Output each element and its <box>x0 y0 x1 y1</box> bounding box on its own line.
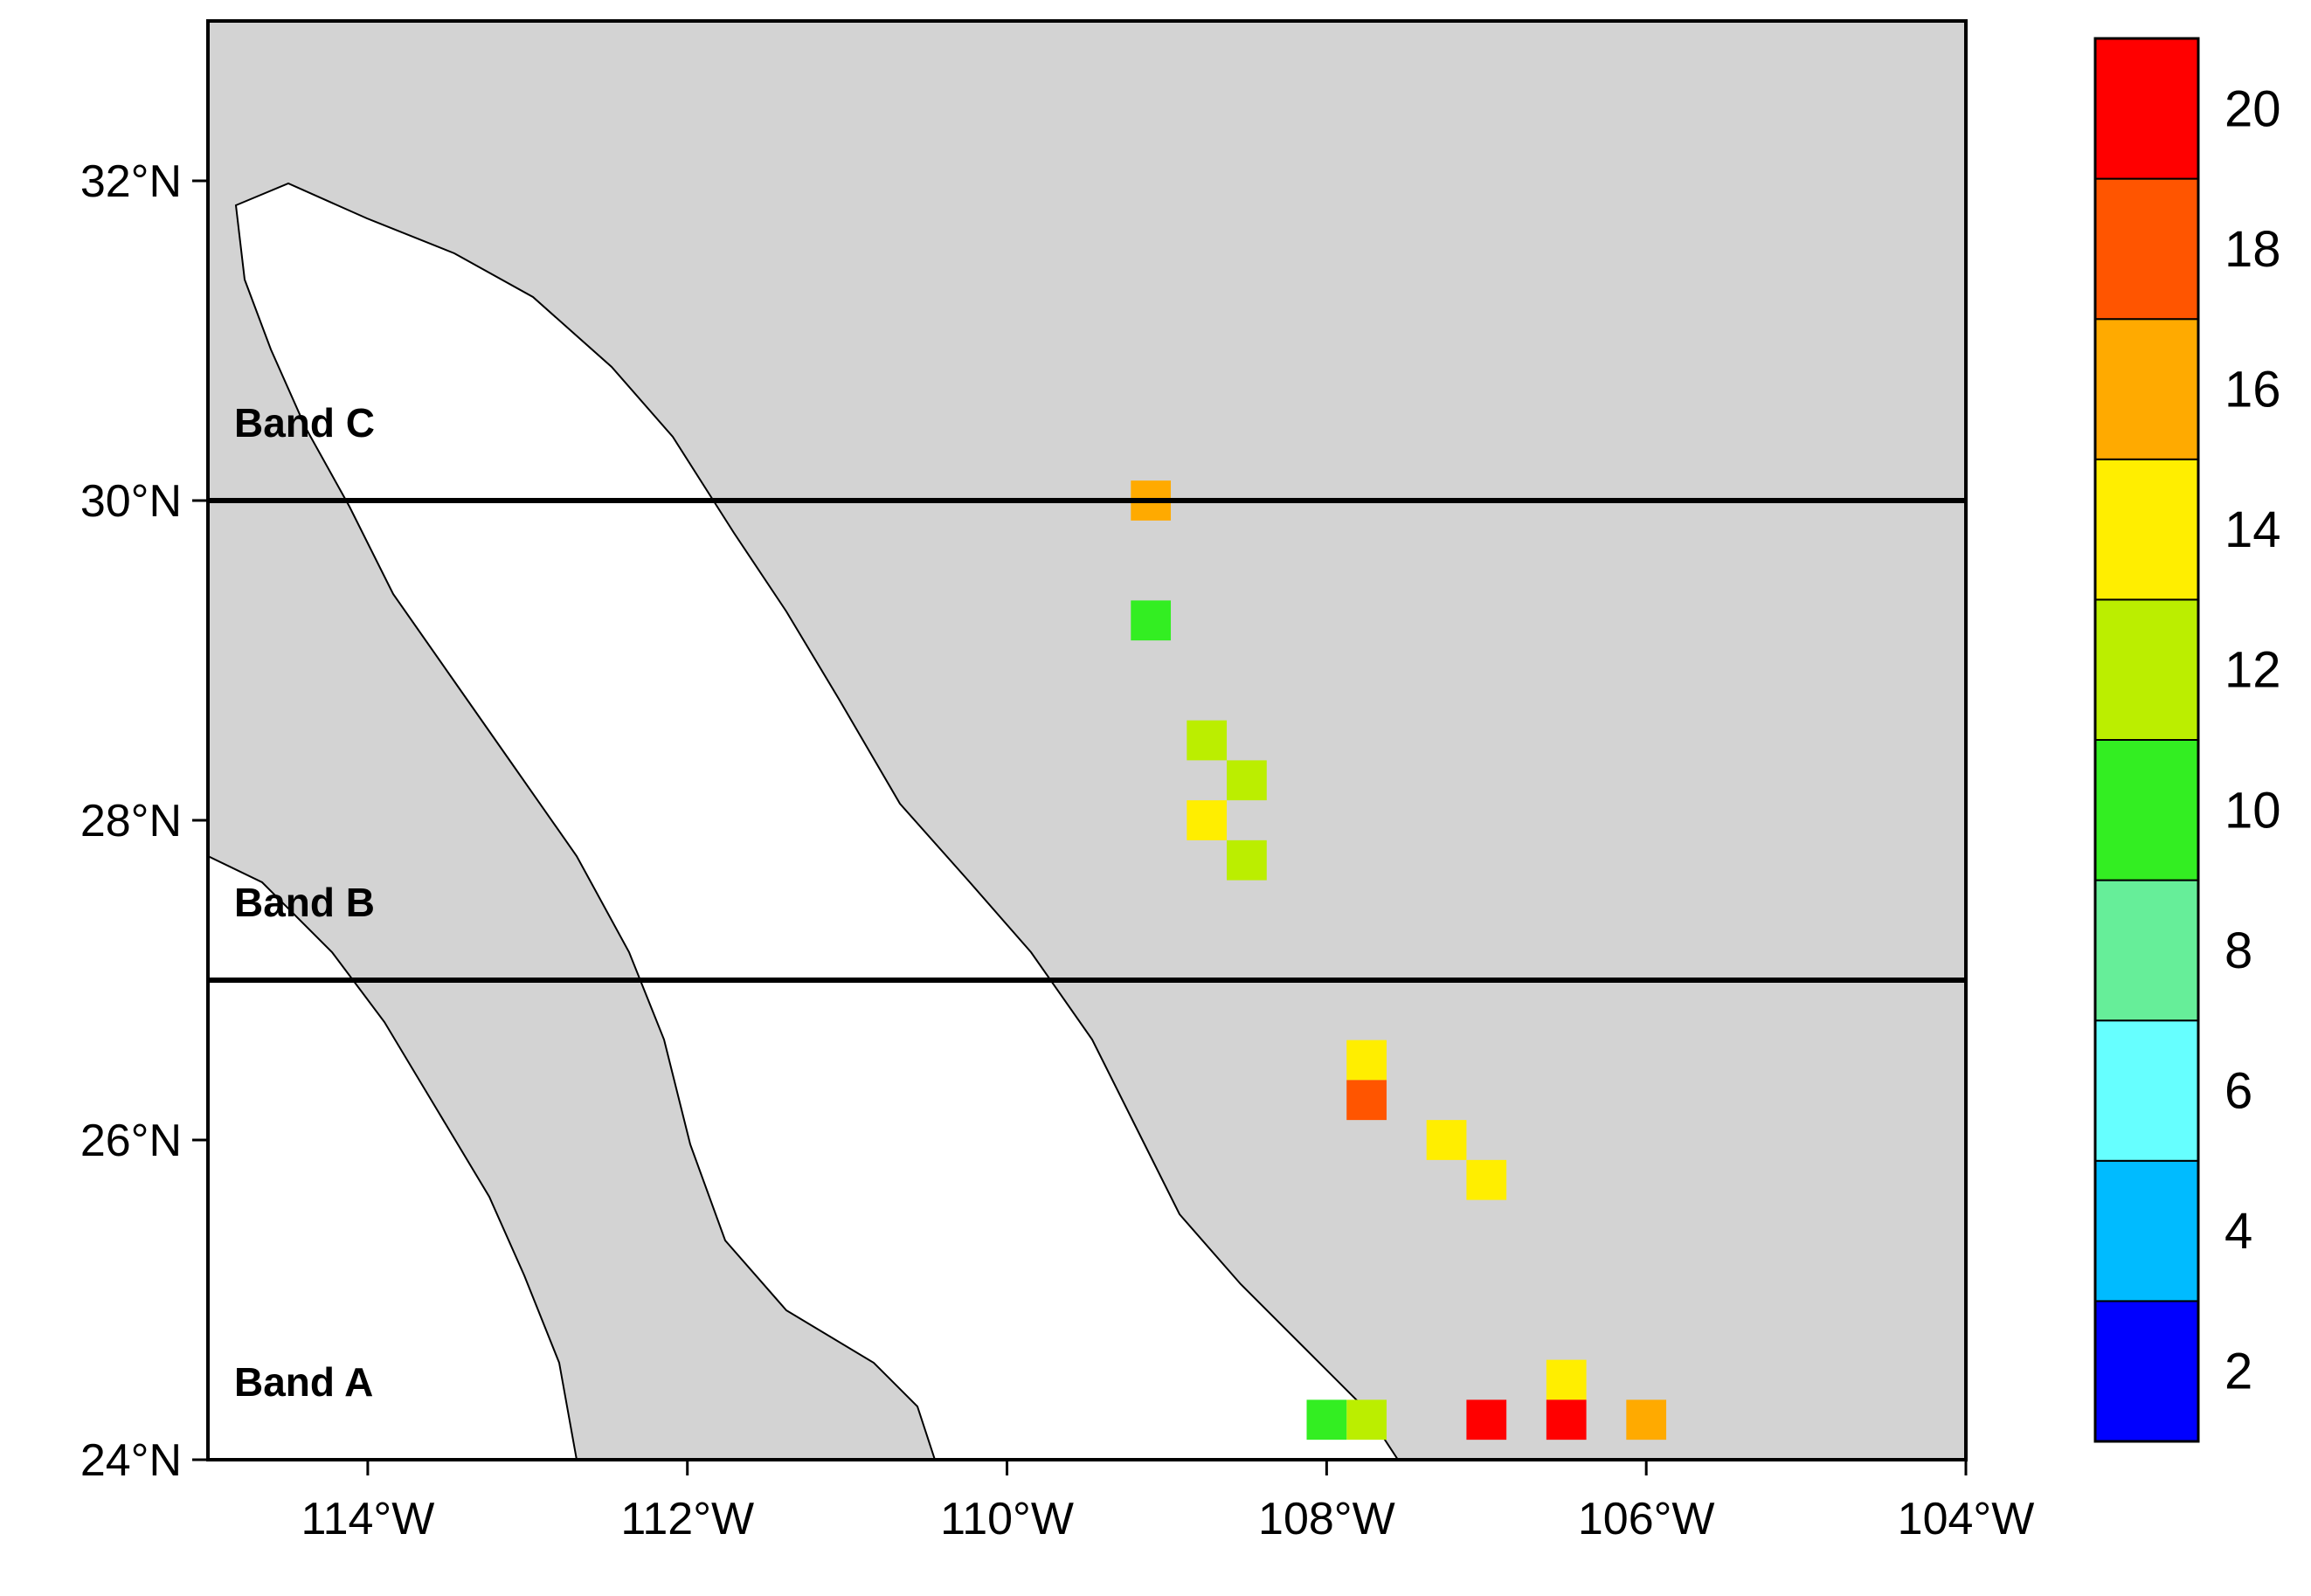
colorbar-label: 18 <box>2225 221 2281 278</box>
heatmap-cell <box>1466 1399 1507 1441</box>
y-tick-label: 32°N <box>80 156 182 207</box>
heatmap-cells <box>1131 480 1667 1441</box>
heatmap-cell <box>1426 1120 1467 1160</box>
heatmap-cell <box>1546 1359 1587 1400</box>
x-tick-label: 112°W <box>620 1494 754 1544</box>
colorbar-label: 2 <box>2225 1344 2252 1400</box>
colorbar-label: 6 <box>2225 1063 2252 1120</box>
band-label: Band C <box>234 400 375 446</box>
heatmap-cell <box>1227 760 1267 801</box>
y-tick-label: 24°N <box>80 1435 182 1486</box>
heatmap-cell <box>1131 600 1172 641</box>
colorbar-label: 8 <box>2225 922 2252 979</box>
heatmap-cell <box>1187 720 1228 761</box>
colorbar-segment <box>2094 458 2199 601</box>
heatmap-cell <box>1187 800 1228 840</box>
x-tick-label: 110°W <box>940 1494 1074 1544</box>
map-frame <box>206 19 1968 1461</box>
colorbar-frame <box>2093 37 2200 1443</box>
x-tick-label: 108°W <box>1258 1494 1395 1544</box>
colorbar-segment <box>2094 1300 2199 1443</box>
colorbar-segment <box>2094 38 2199 180</box>
colorbar: 2 4 6 8 10 12 14 16 18 20 <box>2093 37 2281 1443</box>
heatmap-cell <box>1227 839 1267 881</box>
map-area <box>208 21 1966 1460</box>
colorbar-segment <box>2094 177 2199 321</box>
colorbar-label: 4 <box>2225 1203 2252 1260</box>
pacific-ocean <box>208 854 578 1460</box>
y-tick-label: 26°N <box>80 1116 182 1166</box>
colorbar-label: 14 <box>2225 501 2281 558</box>
colorbar-label: 12 <box>2225 642 2281 699</box>
colorbar-label: 16 <box>2225 362 2281 418</box>
heatmap-cell <box>1306 1399 1347 1441</box>
band-labels: Band A Band B Band C <box>234 400 375 1405</box>
colorbar-segment <box>2094 739 2199 881</box>
x-tick-label: 114°W <box>301 1494 435 1544</box>
band-boundary-lines <box>208 498 1966 983</box>
y-tick-label: 28°N <box>80 796 182 846</box>
heatmap-cell <box>1346 1080 1387 1121</box>
colorbar-label: 10 <box>2225 782 2281 839</box>
heatmap-cell <box>1346 1399 1387 1441</box>
colorbar-label: 20 <box>2225 80 2281 137</box>
y-tick-label: 30°N <box>80 476 182 527</box>
colorbar-segment <box>2094 879 2199 1022</box>
band-label: Band A <box>234 1359 373 1405</box>
y-axis-ticks: 24°N 26°N 28°N 30°N 32°N <box>80 156 208 1486</box>
colorbar-segment <box>2094 598 2199 742</box>
heatmap-cell <box>1346 1040 1387 1081</box>
colorbar-segment <box>2094 1159 2199 1302</box>
colorbar-segment <box>2094 1019 2199 1162</box>
band-label: Band B <box>234 880 375 925</box>
colorbar-segment <box>2094 318 2199 460</box>
heatmap-cell <box>1626 1399 1667 1441</box>
x-axis-ticks: 114°W 112°W 110°W 108°W 106°W 104°W <box>301 1460 2035 1544</box>
x-tick-label: 104°W <box>1898 1494 2035 1544</box>
heatmap-cell <box>1546 1399 1587 1441</box>
x-tick-label: 106°W <box>1578 1494 1715 1544</box>
heatmap-cell <box>1466 1159 1507 1200</box>
